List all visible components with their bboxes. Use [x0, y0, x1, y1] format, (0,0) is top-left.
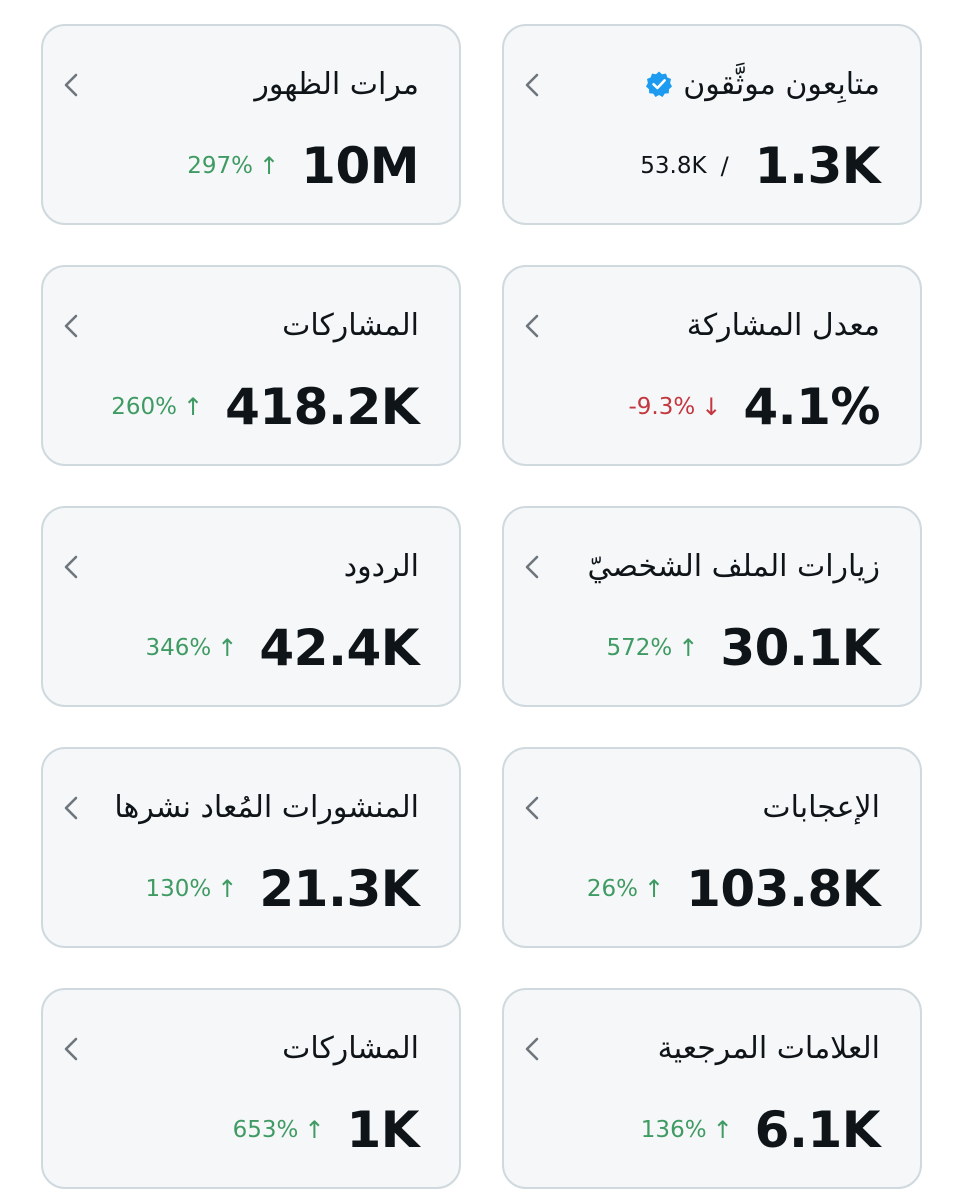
chevron-left-icon — [520, 70, 544, 100]
value-row: -9.3% ↓ 4.1% — [628, 375, 880, 439]
card-title: متابِعون موثَّقون — [645, 62, 880, 106]
card-title: معدل المشاركة — [686, 307, 880, 343]
arrow-up-icon: ↑ — [217, 875, 238, 903]
metric-value: 1K — [346, 1101, 419, 1159]
arrow-up-icon: ↑ — [217, 634, 238, 662]
verified-followers-card[interactable]: متابِعون موثَّقون 53.8K / 1.3K — [502, 24, 922, 225]
engagements-card[interactable]: المشاركات 260% ↑ 418.2K — [41, 265, 461, 466]
change-indicator: 26% ↑ — [587, 876, 664, 902]
engagement-rate-card[interactable]: معدل المشاركة -9.3% ↓ 4.1% — [502, 265, 922, 466]
shares-card[interactable]: المشاركات 653% ↑ 1K — [41, 988, 461, 1189]
change-value: 130% — [145, 876, 212, 902]
change-indicator: 653% ↑ — [233, 1117, 325, 1143]
arrow-up-icon: ↑ — [304, 1116, 325, 1144]
metric-value: 6.1K — [754, 1101, 881, 1159]
arrow-up-icon: ↑ — [182, 393, 204, 421]
card-title: الإعجابات — [762, 789, 880, 825]
profile-visits-card[interactable]: زيارات الملف الشخصيّ 572% ↑ 30.1K — [502, 506, 922, 707]
card-title: الردود — [343, 548, 419, 584]
metric-value: 30.1K — [720, 619, 880, 677]
chevron-left-icon — [520, 793, 544, 823]
value-row: 130% ↑ 21.3K — [146, 857, 420, 921]
value-row: 653% ↑ 1K — [233, 1098, 420, 1162]
chevron-left-icon — [59, 1034, 83, 1064]
value-row: 572% ↑ 30.1K — [607, 616, 881, 680]
likes-card[interactable]: الإعجابات 26% ↑ 103.8K — [502, 747, 922, 948]
change-value: 26% — [586, 876, 638, 902]
metric-value: 418.2K — [225, 378, 419, 436]
total-followers: 53.8K / — [640, 152, 728, 180]
change-indicator: 346% ↑ — [146, 635, 238, 661]
change-indicator: 297% ↑ — [187, 153, 279, 179]
arrow-up-icon: ↑ — [259, 152, 280, 180]
chevron-left-icon — [59, 793, 83, 823]
chevron-left-icon — [59, 552, 83, 582]
total-followers-value: 53.8K — [640, 153, 707, 179]
change-value: 260% — [111, 394, 177, 420]
verified-badge-icon — [645, 70, 673, 98]
change-indicator: 260% ↑ — [111, 394, 203, 420]
change-value: 653% — [232, 1117, 299, 1143]
card-title: مرات الظهور — [254, 66, 419, 102]
chevron-left-icon — [520, 552, 544, 582]
metric-value: 42.4K — [259, 619, 419, 677]
change-value: 572% — [606, 635, 673, 661]
chevron-left-icon — [59, 311, 83, 341]
card-title: زيارات الملف الشخصيّ — [587, 548, 880, 584]
arrow-up-icon: ↑ — [643, 875, 665, 903]
change-indicator: 136% ↑ — [641, 1117, 733, 1143]
metric-value: 103.8K — [686, 860, 880, 918]
metric-value: 4.1% — [743, 378, 880, 436]
replies-card[interactable]: الردود 346% ↑ 42.4K — [41, 506, 461, 707]
value-row: 136% ↑ 6.1K — [641, 1098, 881, 1162]
value-row: 346% ↑ 42.4K — [146, 616, 420, 680]
arrow-up-icon: ↑ — [712, 1116, 733, 1144]
bookmarks-card[interactable]: العلامات المرجعية 136% ↑ 6.1K — [502, 988, 922, 1189]
change-value: 297% — [187, 153, 254, 179]
arrow-down-icon: ↓ — [701, 393, 722, 421]
metric-value: 1.3K — [754, 137, 881, 195]
card-title: العلامات المرجعية — [657, 1030, 880, 1066]
value-row: 297% ↑ 10M — [187, 134, 419, 198]
value-row: 26% ↑ 103.8K — [587, 857, 881, 921]
card-title: المشاركات — [282, 307, 419, 343]
value-row: 260% ↑ 418.2K — [111, 375, 419, 439]
change-value: 136% — [640, 1117, 707, 1143]
card-title: المشاركات — [282, 1030, 419, 1066]
change-indicator: 572% ↑ — [607, 635, 699, 661]
change-indicator: 130% ↑ — [146, 876, 238, 902]
card-title: المنشورات المُعاد نشرها — [114, 789, 419, 825]
metric-value: 10M — [301, 137, 419, 195]
metric-value: 21.3K — [259, 860, 419, 918]
chevron-left-icon — [59, 70, 83, 100]
card-title-text: متابِعون موثَّقون — [683, 66, 880, 102]
change-indicator: -9.3% ↓ — [628, 394, 721, 420]
separator: / — [720, 152, 729, 180]
arrow-up-icon: ↑ — [678, 634, 699, 662]
reposts-card[interactable]: المنشورات المُعاد نشرها 130% ↑ 21.3K — [41, 747, 461, 948]
change-value: -9.3% — [628, 394, 696, 420]
impressions-card[interactable]: مرات الظهور 297% ↑ 10M — [41, 24, 461, 225]
change-value: 346% — [145, 635, 212, 661]
value-row: 53.8K / 1.3K — [640, 134, 880, 198]
chevron-left-icon — [520, 1034, 544, 1064]
chevron-left-icon — [520, 311, 544, 341]
